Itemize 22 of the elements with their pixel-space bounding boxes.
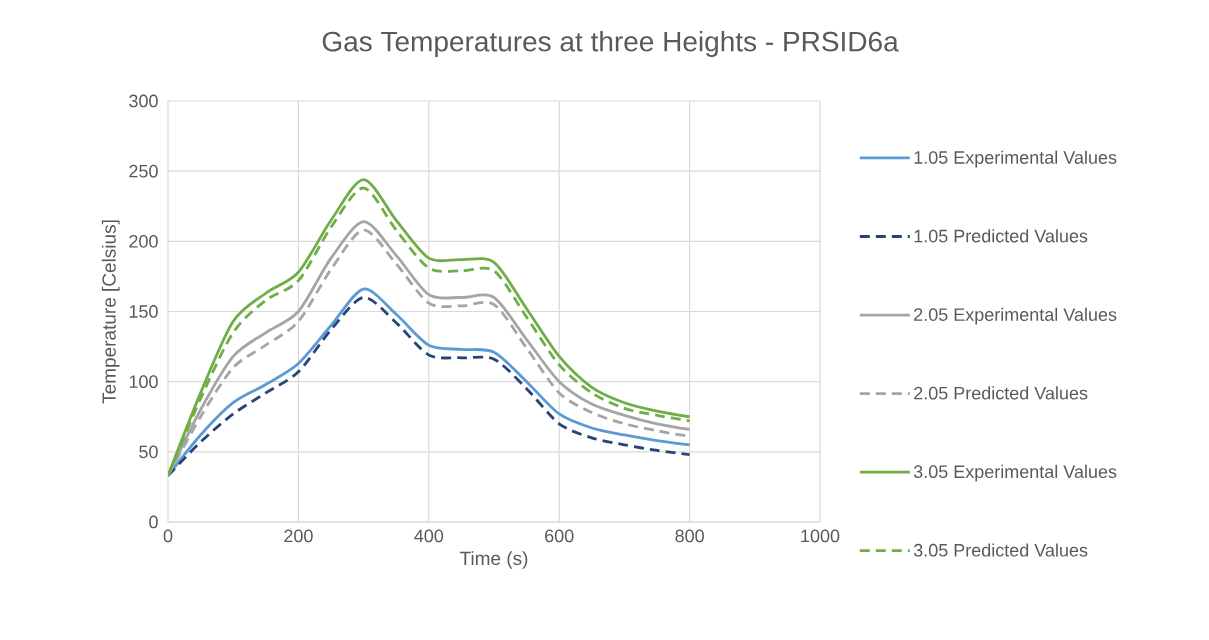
legend-label: 2.05 Predicted Values [914, 386, 1088, 400]
legend-label: 2.05 Experimental Values [914, 307, 1117, 325]
x-tick-label: 400 [414, 529, 444, 543]
y-tick-label: 50 [139, 445, 158, 459]
y-tick-label: 300 [129, 94, 158, 108]
y-axis-title: Temperature [Celsius] [101, 220, 120, 404]
legend-label: 1.05 Experimental Values [914, 150, 1117, 168]
x-tick-label: 0 [163, 529, 173, 543]
y-tick-label: 100 [129, 375, 158, 389]
y-tick-label: 200 [129, 234, 158, 248]
legend-label: 3.05 Experimental Values [913, 464, 1117, 482]
x-tick-label: 1000 [801, 529, 840, 543]
x-tick-label: 200 [284, 529, 313, 543]
x-tick-label: 600 [545, 529, 574, 543]
legend-label: 1.05 Predicted Values [914, 229, 1088, 243]
chart-title: Gas Temperatures at three Heights - PRSID6a [322, 30, 899, 58]
x-axis-title: Time (s) [459, 551, 528, 569]
y-tick-label: 150 [129, 305, 158, 318]
y-tick-label: 0 [149, 515, 158, 529]
x-tick-label: 800 [675, 529, 704, 543]
legend-label: 3.05 Predicted Values [913, 543, 1088, 557]
y-tick-label: 250 [129, 164, 158, 178]
